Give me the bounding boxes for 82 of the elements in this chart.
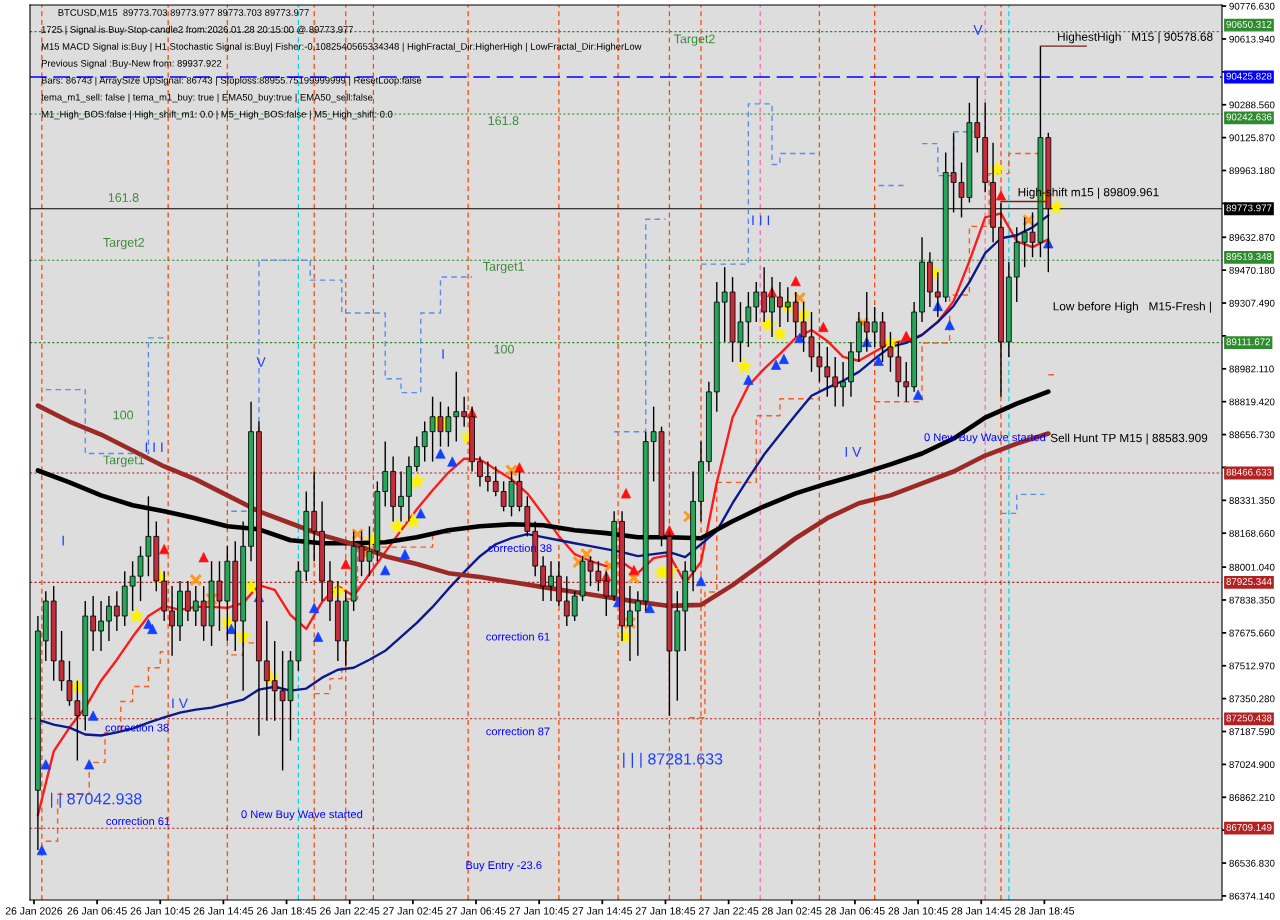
x-tick-label: 26 Jan 10:45	[130, 907, 190, 915]
y-tick-label: 86536.830	[1229, 859, 1275, 867]
x-tick-label: 28 Jan 06:45	[825, 907, 885, 915]
y-tick-label: 89632.870	[1229, 234, 1275, 241]
ref-line-label: 87925.344	[1226, 578, 1272, 586]
x-tick-label: 26 Jan 22:45	[320, 907, 380, 915]
annotation: Low before High M15-Fresh |	[1053, 301, 1211, 313]
annotation: Bars: 86743 | ArraySize UpSignal: 86743 | Stoploss:88955.75199999999 | ResetLoop:false	[41, 76, 422, 86]
ref-line-label: 90425.828	[1226, 72, 1272, 80]
x-tick-label: 27 Jan 10:45	[509, 907, 569, 915]
y-tick-label: 88982.110	[1229, 365, 1274, 373]
annotation: correction 61	[106, 816, 170, 826]
annotation: I	[442, 349, 444, 359]
y-tick-label: 89307.490	[1229, 299, 1275, 307]
ref-line-label: 90650.312	[1226, 20, 1272, 28]
annotation: 1725 | Signal is Buy-Stop-candle2 from:2026.01.28 20:15:00 @ 89773.977	[41, 25, 354, 35]
y-tick-label: 89470.180	[1229, 266, 1275, 274]
y-tick-label: 90288.560	[1229, 101, 1275, 109]
x-tick-label: 27 Jan 06:45	[446, 907, 506, 915]
x-tick-label: 26 Jan 18:45	[256, 907, 317, 915]
y-tick-label: 90776.630	[1229, 2, 1275, 10]
y-tick-label: 87675.660	[1229, 629, 1275, 637]
ref-line-label: 90242.636	[1226, 113, 1272, 121]
y-tick-label: 88001.040	[1229, 563, 1275, 571]
annotation: I I I	[752, 215, 770, 226]
annotation: 161.8	[108, 193, 139, 202]
annotation: | | 87042.938	[50, 792, 142, 808]
x-tick-label: 28 Jan 18:45	[1014, 907, 1075, 915]
y-tick-label: 88656.730	[1229, 431, 1275, 439]
annotation: I	[62, 535, 64, 546]
y-tick-label: 90613.940	[1229, 35, 1275, 43]
annotation: Target1	[483, 262, 524, 274]
annotation: 100	[113, 410, 134, 420]
y-tick-label: 87838.350	[1229, 596, 1275, 604]
annotation: correction 61	[486, 632, 550, 641]
annotation: Target1	[103, 455, 145, 467]
ref-line-label: 89519.348	[1226, 253, 1272, 260]
annotation: M15 MACD Signal is:Buy | H1 Stochastic Signal is:Buy| Fisher:-0.1082540565334348 | HighFractal_Dir:HigherHigh | LowFractal_Dir:HigherLow	[41, 42, 642, 52]
annotation: correction 87	[486, 727, 550, 736]
annotation: M1_High_BOS:false | High_shift_m1: 0.0 | M5_High_BOS:false | M5_High_shift: 0.0	[41, 110, 393, 120]
ref-line-label: 89773.977	[1226, 204, 1272, 212]
y-tick-label: 87024.900	[1229, 761, 1275, 769]
annotation: 0 New Buy Wave started	[241, 809, 363, 821]
annotation: Buy Entry -23.6	[466, 861, 542, 872]
x-tick-label: 28 Jan 14:45	[951, 907, 1011, 915]
x-tick-label: 27 Jan 18:45	[635, 907, 696, 915]
ref-line-label: 89111.672	[1226, 338, 1271, 346]
annotation: 100	[494, 344, 514, 354]
annotation: 161.8	[488, 116, 519, 126]
x-tick-label: 27 Jan 02:45	[383, 907, 443, 915]
annotation: Previous Signal :Buy-New from: 89937.922	[41, 59, 222, 69]
annotation: | | | 87281.633	[623, 752, 723, 768]
x-tick-label: 28 Jan 10:45	[888, 907, 948, 915]
annotation: Target2	[103, 237, 145, 250]
x-tick-label: 26 Jan 14:45	[193, 907, 254, 915]
annotation: HighestHigh M15 | 90578.68	[1058, 32, 1213, 44]
y-tick-label: 88819.420	[1229, 398, 1275, 406]
x-tick-label: 27 Jan 22:45	[699, 907, 759, 915]
annotation: V	[256, 357, 266, 367]
y-tick-label: 87187.590	[1229, 728, 1275, 736]
y-tick-label: 90125.870	[1229, 134, 1275, 142]
y-tick-label: 89963.180	[1229, 167, 1275, 175]
y-tick-label: 87512.970	[1229, 662, 1275, 670]
ref-line-label: 88466.633	[1226, 468, 1272, 476]
y-tick-label: 87350.280	[1229, 695, 1275, 703]
ref-line-label: 86709.149	[1226, 823, 1272, 831]
x-tick-label: 26 Jan 2026	[5, 907, 63, 915]
annotation: Sell Hunt TP M15 | 88583.909	[1050, 433, 1208, 445]
annotation: I V	[845, 447, 862, 457]
y-tick-label: 86374.140	[1229, 892, 1275, 900]
annotation: I V	[172, 698, 188, 709]
x-tick-label: 26 Jan 06:45	[67, 907, 127, 915]
ref-line-label: 87250.438	[1226, 714, 1272, 722]
annotation: Target2	[673, 34, 715, 46]
annotation: I I I	[145, 442, 163, 453]
y-tick-label: 88331.350	[1229, 497, 1275, 504]
y-tick-label: 86862.210	[1229, 794, 1275, 801]
x-tick-label: 28 Jan 02:45	[762, 907, 822, 915]
y-tick-label: 88168.660	[1229, 529, 1275, 537]
x-tick-label: 27 Jan 14:45	[572, 907, 632, 915]
annotation: tema_m1_sell: false | tema_m1_buy: true | EMA50_buy:true | EMA50_sell:false	[41, 93, 373, 103]
annotation: V	[973, 25, 983, 35]
